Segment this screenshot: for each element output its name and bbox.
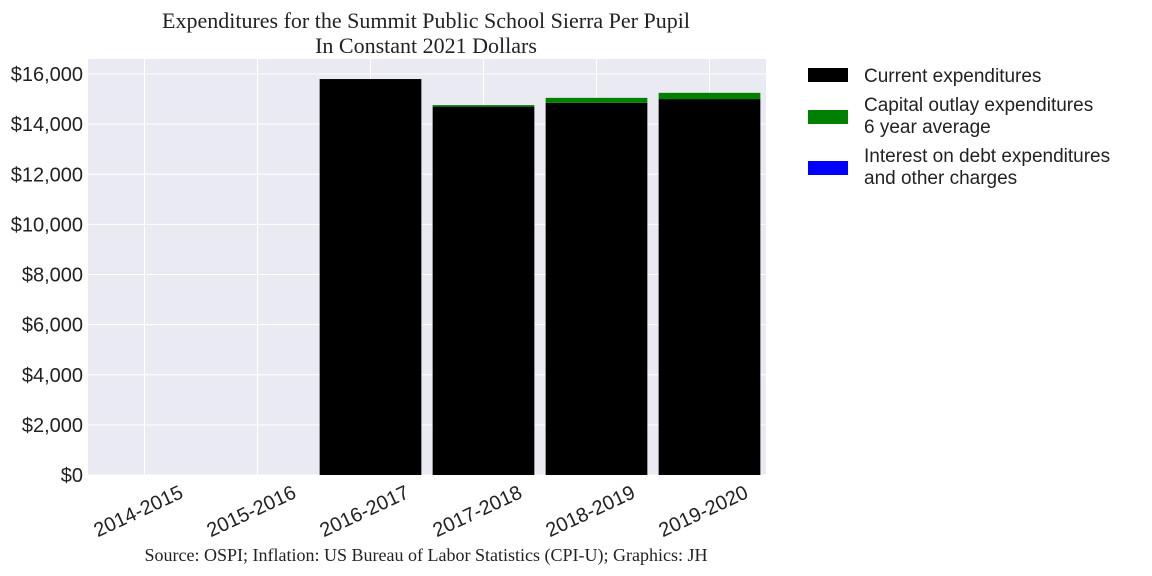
bar-2017-2018-series-1: [432, 105, 535, 107]
x-tick-label: 2018-2019: [543, 482, 639, 542]
y-tick-label: $12,000: [11, 164, 83, 186]
bar-2017-2018-series-0: [432, 106, 535, 476]
x-tick-label: 2016-2017: [317, 482, 413, 542]
bar-2016-2017-series-0: [319, 79, 422, 476]
chart-subtitle: In Constant 2021 Dollars: [315, 33, 537, 58]
source-note: Source: OSPI; Inflation: US Bureau of La…: [145, 545, 708, 566]
y-tick-label: $16,000: [11, 64, 83, 86]
bar-2018-2019-series-0: [545, 102, 648, 476]
y-tick-label: $0: [61, 465, 83, 487]
legend-swatch: [808, 110, 848, 124]
bar-2019-2020-series-0: [658, 99, 761, 476]
legend-label: Capital outlay expenditures 6 year averag…: [864, 95, 1093, 138]
x-axis-ticks: 2014-2015 2015-2016 2016-2017 2017-2018 2018…: [91, 482, 752, 542]
x-tick-label: 2017-2018: [430, 482, 526, 542]
x-tick-label: 2014-2015: [91, 482, 187, 542]
bar-2019-2020-series-1: [658, 92, 761, 100]
legend-label: Current expenditures: [864, 66, 1041, 87]
plot-area: [88, 59, 766, 475]
chart-title: Expenditures for the Summit Public Schoo…: [162, 8, 690, 33]
x-tick-label: 2015-2016: [204, 482, 300, 542]
y-tick-label: $6,000: [22, 315, 83, 337]
bar-2018-2019-series-1: [545, 97, 648, 103]
y-tick-label: $4,000: [22, 365, 83, 387]
legend-swatch: [808, 68, 848, 82]
y-axis-ticks: $0 $2,000 $4,000 $6,000 $8,000 $10,000 $12,000…: [11, 64, 83, 487]
legend-swatch: [808, 161, 848, 175]
legend: Current expenditures Capital outlay expen…: [808, 66, 1110, 189]
y-tick-label: $14,000: [11, 114, 83, 136]
bars: [319, 79, 761, 476]
x-tick-label: 2019-2020: [656, 482, 752, 542]
y-tick-label: $2,000: [22, 415, 83, 437]
legend-label: Interest on debt expenditures and other c…: [864, 146, 1110, 189]
y-tick-label: $10,000: [11, 214, 83, 236]
y-tick-label: $8,000: [22, 265, 83, 287]
